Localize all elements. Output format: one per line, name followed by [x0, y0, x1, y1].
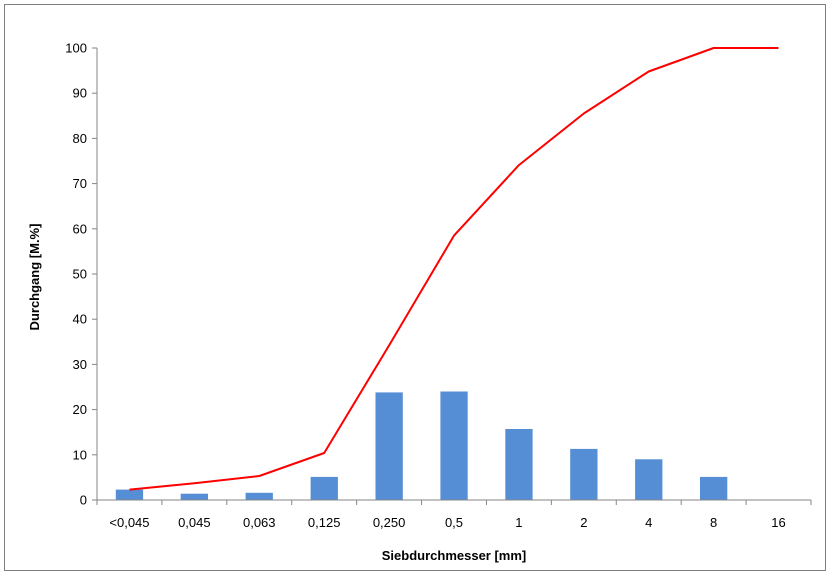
- bar-4: [375, 392, 403, 500]
- x-tick-label-2: 0,063: [243, 515, 276, 530]
- y-tick-label-8: 80: [73, 131, 87, 146]
- x-axis-title: Siebdurchmesser [mm]: [382, 548, 527, 563]
- x-tick-label-6: 1: [515, 515, 522, 530]
- x-tick-label-9: 8: [710, 515, 717, 530]
- y-tick-label-1: 10: [73, 447, 87, 462]
- bar-5: [440, 391, 468, 500]
- y-tick-label-9: 90: [73, 86, 87, 101]
- bar-3: [310, 476, 338, 500]
- x-tick-label-1: 0,045: [178, 515, 211, 530]
- bar-8: [635, 459, 663, 500]
- y-tick-label-5: 50: [73, 267, 87, 282]
- x-tick-label-7: 2: [580, 515, 587, 530]
- bar-9: [700, 476, 728, 500]
- y-axis-title: Durchgang [M.%]: [27, 224, 42, 331]
- y-tick-label-6: 60: [73, 221, 87, 236]
- y-tick-label-4: 40: [73, 312, 87, 327]
- x-tick-label-4: 0,250: [373, 515, 406, 530]
- y-tick-label-2: 20: [73, 402, 87, 417]
- y-tick-label-3: 30: [73, 357, 87, 372]
- bar-7: [570, 448, 598, 500]
- chart-frame: [4, 4, 826, 571]
- x-tick-label-8: 4: [645, 515, 652, 530]
- x-tick-label-0: <0,045: [109, 515, 149, 530]
- bar-2: [245, 492, 273, 500]
- y-tick-label-0: 0: [80, 493, 87, 508]
- bar-1: [180, 493, 208, 500]
- bar-0: [115, 489, 144, 500]
- x-tick-label-3: 0,125: [308, 515, 341, 530]
- bar-6: [505, 429, 533, 500]
- cumulative-line: [129, 47, 779, 491]
- x-tick-label-10: 16: [771, 515, 785, 530]
- y-tick-label-7: 70: [73, 176, 87, 191]
- x-tick-label-5: 0,5: [445, 515, 463, 530]
- y-tick-label-10: 100: [65, 41, 87, 56]
